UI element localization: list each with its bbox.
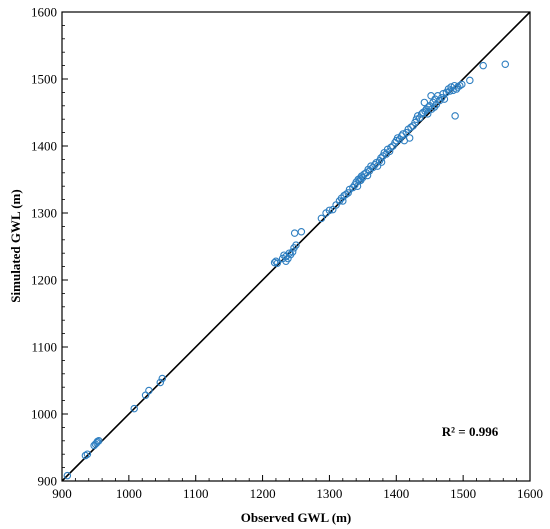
y-tick-label: 1500 xyxy=(31,72,57,87)
x-tick-label: 1100 xyxy=(183,486,209,501)
data-point xyxy=(407,123,415,131)
data-point xyxy=(458,80,466,89)
data-point xyxy=(282,257,290,265)
data-point xyxy=(158,374,167,383)
data-point xyxy=(479,61,487,70)
data-point xyxy=(91,440,100,448)
data-point xyxy=(420,98,429,107)
data-point xyxy=(377,154,385,162)
y-axis-title: Simulated GWL (m) xyxy=(8,189,23,302)
y-tick-label: 1000 xyxy=(31,407,57,422)
data-point xyxy=(292,241,300,249)
data-point xyxy=(339,197,347,205)
r-squared-annotation: R² = 0.996 xyxy=(442,424,499,439)
data-point xyxy=(446,87,454,95)
axes: 900 1000 1100 1200 1300 1400 1500 1600 900 1000 11… xyxy=(31,5,543,502)
data-point xyxy=(297,228,306,236)
x-tick-label: 900 xyxy=(52,486,72,501)
x-tick-label: 1400 xyxy=(383,486,409,501)
x-tick-label: 1000 xyxy=(116,486,142,501)
data-point xyxy=(385,147,394,156)
data-point xyxy=(411,118,419,127)
data-point xyxy=(130,404,138,413)
data-point xyxy=(317,214,326,223)
data-point xyxy=(439,89,447,98)
data-point xyxy=(393,134,402,142)
data-point xyxy=(456,81,464,90)
data-point xyxy=(360,170,368,178)
data-point xyxy=(415,114,424,122)
y-tick-label: 1200 xyxy=(31,273,57,288)
data-point xyxy=(405,134,414,142)
data-point xyxy=(344,189,352,197)
y-tick-label: 1600 xyxy=(31,5,57,20)
y-tick-label: 1300 xyxy=(31,206,57,221)
data-point xyxy=(273,259,282,267)
data-point xyxy=(81,451,90,460)
data-point xyxy=(272,257,280,265)
data-point xyxy=(387,143,395,152)
data-point xyxy=(451,112,459,120)
data-point xyxy=(413,112,422,120)
data-point xyxy=(288,248,297,256)
data-point xyxy=(466,76,474,85)
data-point xyxy=(440,95,449,103)
x-axis-title: Observed GWL (m) xyxy=(241,510,352,525)
data-point xyxy=(412,115,421,123)
x-tick-label: 1600 xyxy=(517,486,543,501)
data-point xyxy=(285,249,294,257)
data-points xyxy=(63,60,510,480)
data-point xyxy=(63,471,72,480)
data-point xyxy=(156,378,165,387)
data-point xyxy=(145,386,153,395)
y-tick-label: 900 xyxy=(38,474,58,489)
data-point xyxy=(501,60,510,69)
y-tick-label: 1400 xyxy=(31,139,57,154)
x-tick-label: 1300 xyxy=(316,486,342,501)
data-point xyxy=(325,206,334,215)
x-tick-label: 1500 xyxy=(450,486,476,501)
y-tick-label: 1100 xyxy=(31,340,57,355)
data-point xyxy=(83,450,92,458)
x-tick-label: 1200 xyxy=(250,486,276,501)
